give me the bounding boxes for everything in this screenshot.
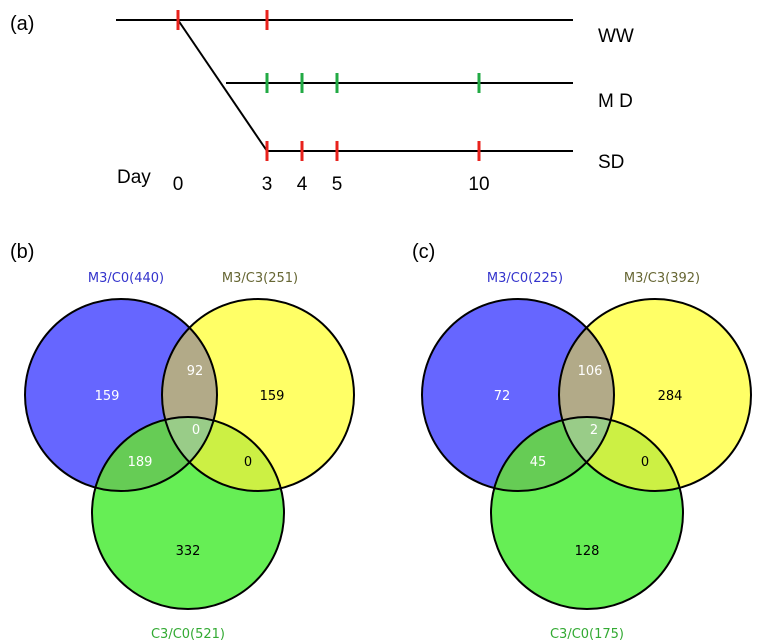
day-tick-3: 3: [262, 174, 273, 195]
day-tick-5: 5: [332, 174, 343, 195]
venn-c-outline-m3-c3: [558, 298, 752, 492]
branch-line: [177, 19, 268, 152]
venn-b-num-blue-green: 189: [128, 455, 153, 470]
venn-c-outline-c3-c0: [490, 416, 684, 610]
venn-b-overlap-blue-green: [92, 417, 217, 491]
day-label: Day: [117, 167, 151, 188]
venn-c-outline-m3-c0: [421, 298, 615, 492]
venn-b-num-yellow-green: 0: [244, 455, 252, 470]
md-label: M D: [598, 91, 633, 112]
venn-c-num-all: 2: [590, 423, 598, 438]
venn-b-label-c3-c0: C3/C0(521): [151, 627, 225, 642]
sd-label: SD: [598, 152, 624, 173]
venn-b-label-m3-c3: M3/C3(251): [222, 271, 298, 286]
panel-c: (c) M3/C0(225) M3/C3(392) C3/C0(175) 72 …: [412, 241, 752, 642]
venn-b-label-m3-c0: M3/C0(440): [88, 271, 164, 286]
venn-b-overlap-yellow-green: [162, 417, 284, 491]
venn-b-num-only-m3-c3: 159: [260, 389, 285, 404]
day-tick-10: 10: [468, 174, 489, 195]
venn-c-num-blue-yellow: 106: [578, 364, 603, 379]
venn-c-num-yellow-green: 0: [641, 455, 649, 470]
venn-b-num-blue-yellow: 92: [187, 364, 204, 379]
panel-a: (a) WW M D SD Day 0 3 4 5 10: [10, 10, 634, 195]
venn-c-num-only-m3-c3: 284: [658, 389, 683, 404]
venn-c-num-blue-green: 45: [530, 455, 547, 470]
venn-c-label-m3-c3: M3/C3(392): [624, 271, 700, 286]
venn-b-outline-m3-c0: [24, 298, 218, 492]
venn-b-num-only-c3-c0: 332: [176, 544, 201, 559]
ww-label: WW: [598, 26, 634, 47]
venn-c-overlap-yellow-green: [559, 417, 683, 491]
venn-b-num-only-m3-c0: 159: [95, 389, 120, 404]
panel-b-label: (b): [10, 241, 34, 263]
venn-b-num-all: 0: [192, 423, 200, 438]
venn-c-num-only-c3-c0: 128: [575, 544, 600, 559]
day-tick-0: 0: [173, 174, 184, 195]
panel-b: (b) M3/C0(440) M3/C3(251) C3/C0(521) 159…: [10, 241, 355, 642]
venn-c-num-only-m3-c0: 72: [494, 389, 511, 404]
venn-c-label-c3-c0: C3/C0(175): [550, 627, 624, 642]
day-tick-4: 4: [297, 174, 308, 195]
venn-b-outline-m3-c3: [161, 298, 355, 492]
venn-c-label-m3-c0: M3/C0(225): [487, 271, 563, 286]
panel-a-label: (a): [10, 13, 34, 35]
venn-b-outline-c3-c0: [91, 416, 285, 610]
venn-c-overlap-blue-green: [491, 417, 614, 491]
panel-c-label: (c): [412, 241, 435, 263]
